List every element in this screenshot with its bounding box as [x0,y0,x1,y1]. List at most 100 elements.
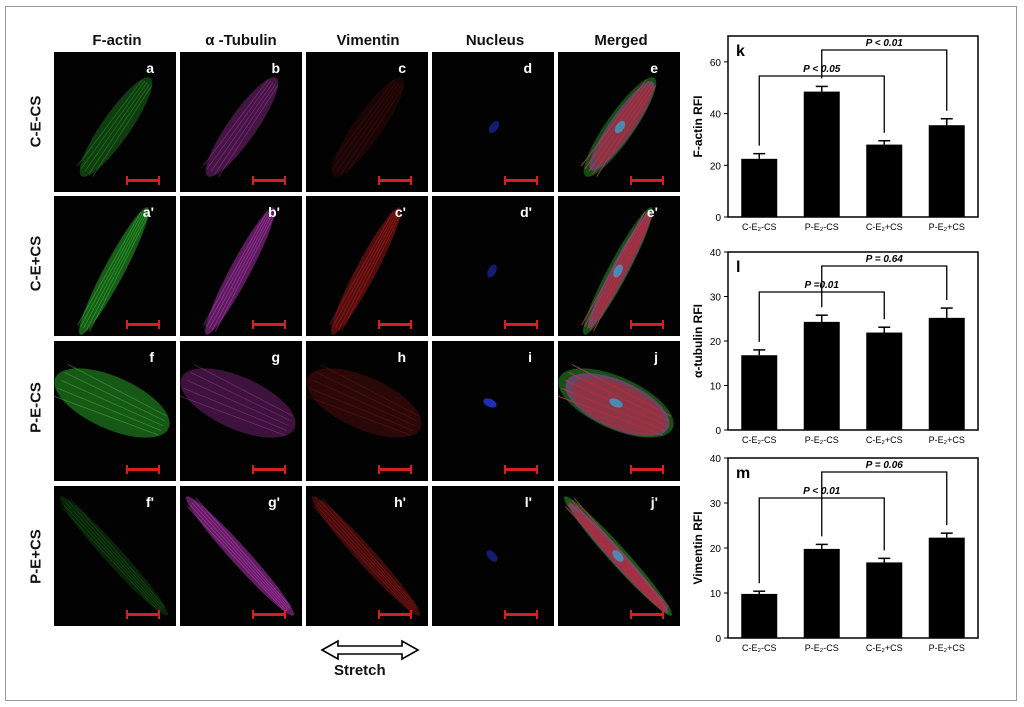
panel-letter: d' [520,204,532,220]
micrograph-factin-1: a [54,52,176,192]
column-label-nucleus: Nucleus [465,32,525,49]
micrograph-factin-2: a' [54,196,176,336]
panel-letter: c' [394,204,406,220]
y-axis-label: F-actin RFI [691,96,705,158]
cell-image [180,364,296,438]
scale-bar [126,320,160,329]
micrograph-nucleus-2: d' [432,196,554,336]
column-label-vimentin: Vimentin [336,32,400,49]
figure-frame [5,6,1017,701]
panel-letter: l' [524,494,532,510]
x-tick-label: P-E₂-CS [805,435,839,445]
cell-image [487,264,497,278]
cell-image [488,120,500,134]
bar [866,144,903,217]
column-label-factin: F-actin [92,32,142,49]
scale-bar [504,176,538,185]
micrograph-factin-3: f [54,341,176,481]
x-tick-label: C-E₂-CS [742,435,777,445]
scale-bar [378,176,412,185]
y-axis-label: Vimentin RFI [691,511,705,584]
bar [928,125,965,217]
micrograph-factin-4: f' [54,486,176,626]
cell-image [77,77,153,177]
column-label-tubulin: α -Tubulin [205,32,277,49]
bar-chart-factin: 0 20 40 60 F-actin RFI k C-E₂-CS P-E₂-CS C-E₂+CS… [691,35,979,232]
panel-letter: b' [268,204,280,220]
y-tick-label: 0 [715,634,721,645]
significance-bracket [821,265,948,308]
bar-chart-vimentin: 0 10 20 30 40 Vimentin RFI m C-E₂-CS P-E₂-CS C-E₂… [691,454,979,653]
micrograph-nucleus-4: l' [432,486,554,626]
micrograph-tubulin-1: b [180,52,302,192]
panel-letter: h' [394,494,406,510]
scale-bar [504,320,538,329]
panel-letter: e' [646,204,658,220]
micrograph-vimentin-3: h [306,341,428,481]
scale-bar [630,465,664,474]
micrograph-merged-3: j [558,341,680,481]
micrograph-vimentin-2: c' [306,196,428,336]
micrograph-tubulin-3: g [180,341,302,481]
scale-bar [252,465,286,474]
micrograph-merged-2: e' [558,196,680,336]
x-tick-label: P-E₂-CS [805,222,839,232]
significance-bracket [821,471,948,537]
panel-letter: b [271,60,280,76]
scale-bar [252,176,286,185]
bar [803,548,840,638]
column-label-merged: Merged [594,32,648,49]
panel-letter: f' [146,494,154,510]
double-arrow-icon [320,639,420,661]
cell-image [203,77,279,177]
cell-image [306,364,422,438]
y-axis-label: α-tubulin RFI [691,304,705,378]
y-tick-label: 20 [710,161,722,172]
x-tick-label: C-E₂+CS [866,435,903,445]
y-tick-label: 40 [710,110,722,121]
cell-image [558,364,674,438]
row-label-p-e-cs: P-E-CS [27,382,45,433]
scale-bar [504,610,538,619]
cell-image [486,550,498,562]
significance-bracket [821,49,948,111]
micrograph-vimentin-4: h' [306,486,428,626]
x-tick-label: P-E₂+CS [929,643,965,653]
bar [741,355,778,430]
bar [803,321,840,430]
micrograph-tubulin-4: g' [180,486,302,626]
panel-letter: h [397,349,406,365]
scale-bar [630,320,664,329]
x-tick-label: C-E₂-CS [742,222,777,232]
cell-image [581,77,657,177]
y-tick-label: 40 [710,454,722,465]
bar-chart-tubulin: 0 10 20 30 40 α-tubulin RFI l C-E₂-CS P-E₂-CS C-E… [691,248,979,445]
scale-bar [378,610,412,619]
row-label-c-e-cs: C-E-CS [27,95,45,148]
y-tick-label: 10 [710,589,722,600]
panel-letter: l [736,259,740,276]
panel-letter: g [271,349,280,365]
cell-image [54,364,170,438]
micrograph-merged-4: j' [558,486,680,626]
y-tick-label: 30 [710,293,722,304]
scale-bar [504,465,538,474]
cell-image [329,77,405,177]
panel-letter: e [650,60,658,76]
bar [803,91,840,217]
y-tick-label: 30 [710,499,722,510]
bar [866,332,903,430]
significance-label: P = 0.64 [866,254,904,265]
scale-bar [630,176,664,185]
panel-letter: m [736,465,750,482]
significance-label: P < 0.01 [866,38,904,49]
y-tick-label: 40 [710,248,722,259]
cell-image [329,207,401,335]
bar [866,562,903,638]
bar [928,317,965,430]
x-tick-label: C-E₂-CS [742,643,777,653]
cell-image [581,207,653,335]
panel-letter: a' [142,204,154,220]
panel-letter: c [398,60,406,76]
bar [928,537,965,638]
